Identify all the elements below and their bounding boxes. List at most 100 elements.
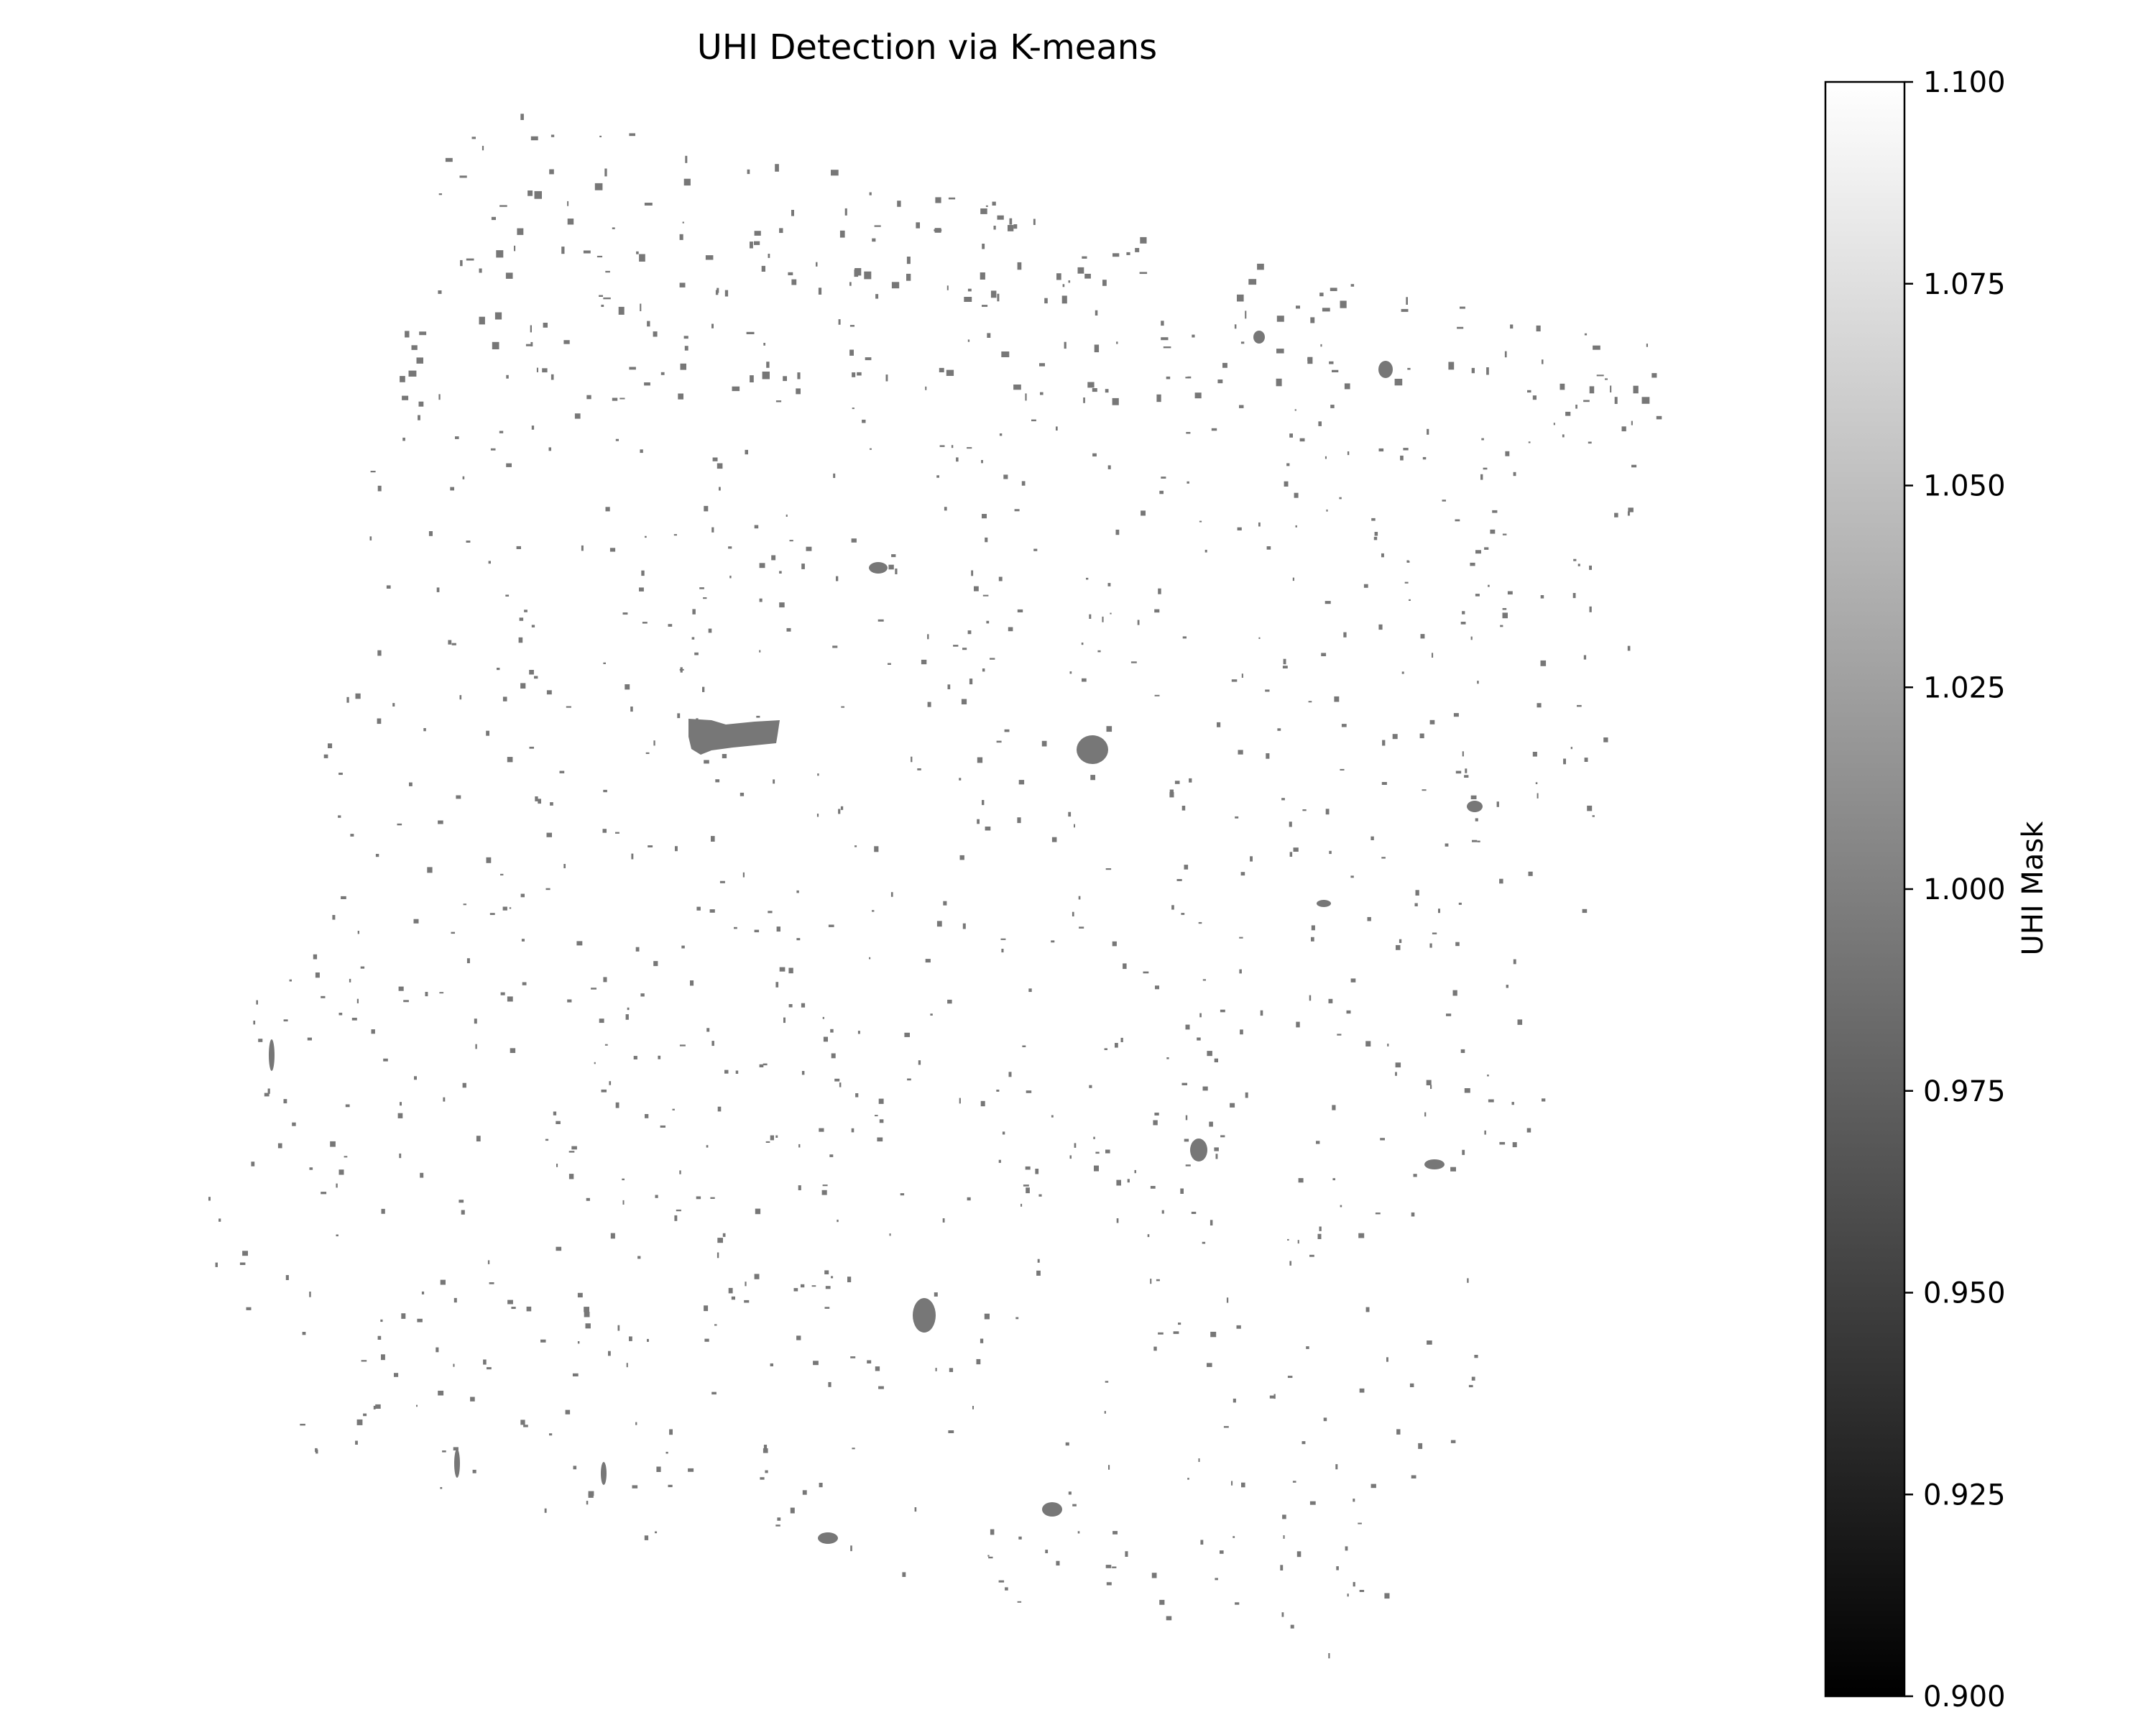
uhi-pixel (1289, 1261, 1291, 1266)
uhi-pixel (453, 1447, 459, 1450)
uhi-pixel (1194, 392, 1202, 399)
uhi-pixel (1471, 367, 1475, 374)
uhi-pixel (1513, 472, 1516, 477)
uhi-pixel (1014, 509, 1020, 512)
uhi-pixel (1094, 344, 1100, 353)
uhi-pixel (711, 836, 715, 842)
uhi-pixel (1462, 611, 1465, 615)
uhi-pixel (1064, 341, 1067, 349)
uhi-pixel (1477, 840, 1480, 842)
uhi-pixel (939, 445, 945, 447)
uhi-pixel (1633, 385, 1639, 394)
uhi-pixel (1189, 778, 1192, 783)
uhi-pixel (1407, 367, 1411, 370)
uhi-pixel (1105, 868, 1112, 870)
uhi-pixel (1442, 500, 1446, 502)
uhi-pixel (1325, 456, 1327, 459)
uhi-pixel (456, 795, 461, 799)
uhi-pixel (754, 525, 759, 529)
uhi-pixel (1316, 1141, 1320, 1144)
uhi-pixel (788, 1004, 793, 1008)
uhi-pixel (556, 1164, 558, 1167)
uhi-pixel (1182, 636, 1187, 639)
uhi-pixel (561, 247, 565, 254)
uhi-pixel (1013, 224, 1018, 229)
uhi-pixel (946, 369, 954, 376)
uhi-pixel (766, 362, 770, 368)
uhi-pixel (402, 395, 409, 400)
uhi-pixel (631, 853, 634, 860)
uhi-pixel (1181, 806, 1186, 811)
uhi-pixel (540, 1339, 546, 1343)
uhi-pixel (745, 1282, 747, 1287)
uhi-pixel (644, 382, 650, 386)
uhi-pixel (509, 907, 512, 909)
uhi-pixel (418, 415, 420, 420)
uhi-pixel (870, 448, 872, 450)
uhi-pixel (417, 1318, 423, 1322)
uhi-pixel (710, 1197, 715, 1199)
uhi-pixel (584, 1307, 589, 1312)
uhi-pixel (1040, 392, 1044, 395)
uhi-pixel (948, 197, 956, 200)
uhi-pixel (1325, 601, 1331, 604)
uhi-pixel (644, 1535, 649, 1540)
uhi-pixel (692, 609, 696, 615)
uhi-pixel (947, 999, 952, 1004)
uhi-pixel (1484, 547, 1489, 550)
uhi-pixel (1528, 441, 1531, 443)
uhi-pixel (1198, 921, 1202, 924)
uhi-pixel (699, 587, 704, 589)
uhi-pixel (1294, 492, 1299, 498)
uhi-pixel (548, 447, 551, 451)
uhi-pixel (1192, 334, 1195, 338)
uhi-pixel (1037, 1259, 1040, 1263)
uhi-pixel (1396, 944, 1401, 950)
uhi-pixel (1233, 1536, 1235, 1538)
uhi-pixel (1161, 477, 1166, 479)
uhi-pixel (655, 1531, 658, 1534)
uhi-pixel (475, 1044, 477, 1049)
uhi-pixel (1462, 1149, 1465, 1155)
uhi-pixel (771, 555, 776, 561)
uhi-pixel (381, 1208, 385, 1214)
uhi-pixel (520, 683, 526, 689)
uhi-pixel (1512, 1142, 1517, 1148)
uhi-pixel (850, 1545, 852, 1552)
uhi-pixel (1217, 722, 1221, 727)
uhi-pixel (1334, 696, 1340, 702)
uhi-pixel (1621, 426, 1626, 432)
uhi-pixel (1353, 1499, 1355, 1502)
uhi-pixel (1241, 1482, 1245, 1488)
uhi-pixel (610, 1233, 615, 1239)
uhi-pixel (1207, 1051, 1212, 1057)
uhi-pixel (1017, 609, 1023, 612)
colorbar-tick-label: 1.050 (1923, 470, 2006, 503)
uhi-pixel (1185, 1164, 1191, 1167)
uhi-pixel (1269, 1395, 1276, 1399)
uhi-pixel (706, 1145, 709, 1148)
uhi-pixel (790, 1507, 795, 1514)
uhi-pixel (1475, 550, 1481, 554)
uhi-pixel (1406, 561, 1410, 563)
uhi-pixel (1294, 409, 1296, 411)
uhi-pixel (1258, 637, 1261, 639)
uhi-patch (269, 1039, 275, 1071)
uhi-pixel (862, 419, 866, 423)
uhi-pixel (1631, 464, 1637, 468)
uhi-pixel (1302, 809, 1307, 811)
uhi-pixel (489, 913, 495, 915)
uhi-pixel (1210, 1331, 1217, 1338)
uhi-pixel (673, 534, 677, 536)
uhi-pixel (1154, 609, 1160, 613)
uhi-pixel (796, 890, 799, 893)
uhi-pixel (489, 1282, 494, 1284)
uhi-pixel (1094, 1165, 1099, 1172)
uhi-pixel (762, 372, 770, 380)
uhi-pixel (935, 1368, 937, 1371)
uhi-patch (1077, 735, 1108, 764)
uhi-pixel (1022, 1045, 1026, 1047)
uhi-pixel (1325, 809, 1330, 815)
uhi-pixel (1223, 1426, 1229, 1428)
